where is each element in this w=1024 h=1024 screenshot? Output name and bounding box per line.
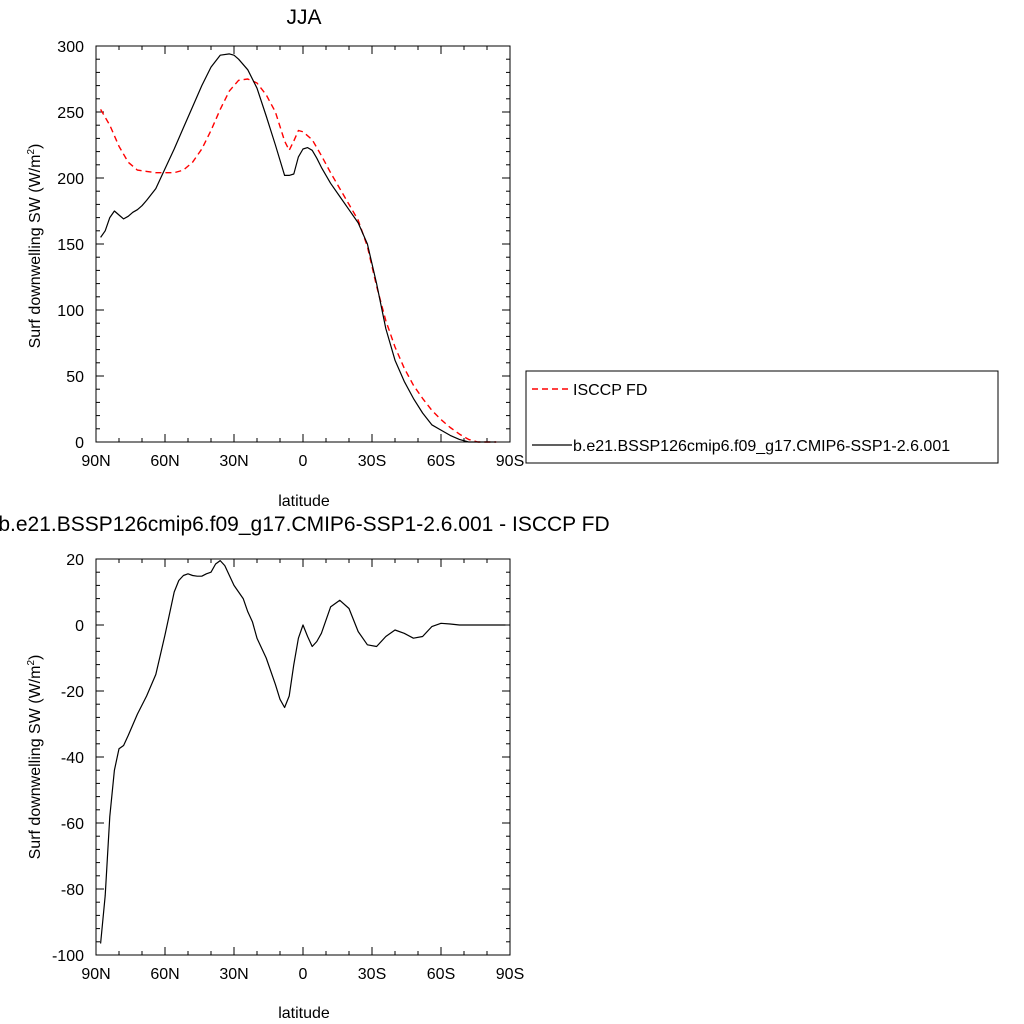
y-tick-label: 0 xyxy=(75,618,84,635)
y-tick-label: 150 xyxy=(57,237,84,254)
legend: ISCCP FD b.e21.BSSP126cmip6.f09_g17.CMIP… xyxy=(525,370,999,464)
x-tick-label: 60S xyxy=(427,966,455,983)
y-tick-label: 0 xyxy=(75,435,84,452)
x-tick-label: 90S xyxy=(496,966,524,983)
top-chart-panel: JJA 90N 60N 30N 0 30S 60S 90S 0 50 100 150 200 250 30… xyxy=(26,6,524,510)
y-tick-label: -40 xyxy=(61,750,84,767)
x-tick-label: 30N xyxy=(219,453,248,470)
x-tick-label: 90N xyxy=(81,966,110,983)
x-tick-label: 90S xyxy=(496,453,524,470)
y-tick-label: 100 xyxy=(57,303,84,320)
top-y-axis-label: Surf downwelling SW (W/m2) xyxy=(26,144,44,349)
y-tick-label: -80 xyxy=(61,882,84,899)
x-tick-label: 90N xyxy=(81,453,110,470)
series-line-model xyxy=(100,53,497,443)
y-tick-label: -20 xyxy=(61,684,84,701)
legend-box xyxy=(525,370,999,464)
y-tick-label: 200 xyxy=(57,171,84,188)
y-tick-label: 300 xyxy=(57,39,84,56)
x-tick-label: 30S xyxy=(358,966,386,983)
x-tick-label: 60N xyxy=(150,453,179,470)
y-tick-label: -60 xyxy=(61,816,84,833)
bottom-y-axis-label: Surf downwelling SW (W/m2) xyxy=(26,655,44,860)
top-x-axis-label: latitude xyxy=(278,493,330,510)
y-tick-label: 50 xyxy=(66,369,84,386)
x-tick-label: 0 xyxy=(299,453,308,470)
y-tick-label: 250 xyxy=(57,105,84,122)
bottom-x-axis-label: latitude xyxy=(278,1005,330,1022)
legend-label-model: b.e21.BSSP126cmip6.f09_g17.CMIP6-SSP1-2.… xyxy=(573,438,950,455)
x-tick-label: 60S xyxy=(427,453,455,470)
top-axis-ticks: 90N 60N 30N 0 30S 60S 90S 0 50 100 150 200 250 300 xyxy=(57,39,524,470)
bottom-series-group xyxy=(100,559,506,944)
x-tick-label: 30S xyxy=(358,453,386,470)
x-tick-label: 60N xyxy=(150,966,179,983)
bottom-chart-title: b.e21.BSSP126cmip6.f09_g17.CMIP6-SSP1-2.… xyxy=(0,513,610,536)
y-tick-label: 20 xyxy=(66,552,84,569)
top-series-group xyxy=(99,53,497,443)
bottom-plot-frame xyxy=(95,558,511,956)
top-chart-title: JJA xyxy=(286,6,321,29)
series-line-difference xyxy=(100,559,506,944)
series-line-isccp xyxy=(99,78,497,443)
bottom-axis-ticks: 90N 60N 30N 0 30S 60S 90S -100 -80 -60 -40 -20 0 20 xyxy=(52,552,524,983)
legend-label-isccp: ISCCP FD xyxy=(573,382,647,399)
y-tick-label: -100 xyxy=(52,948,84,965)
top-plot-frame xyxy=(95,45,511,443)
x-tick-label: 0 xyxy=(299,966,308,983)
x-tick-label: 30N xyxy=(219,966,248,983)
bottom-chart-panel: b.e21.BSSP126cmip6.f09_g17.CMIP6-SSP1-2.… xyxy=(0,513,610,1022)
